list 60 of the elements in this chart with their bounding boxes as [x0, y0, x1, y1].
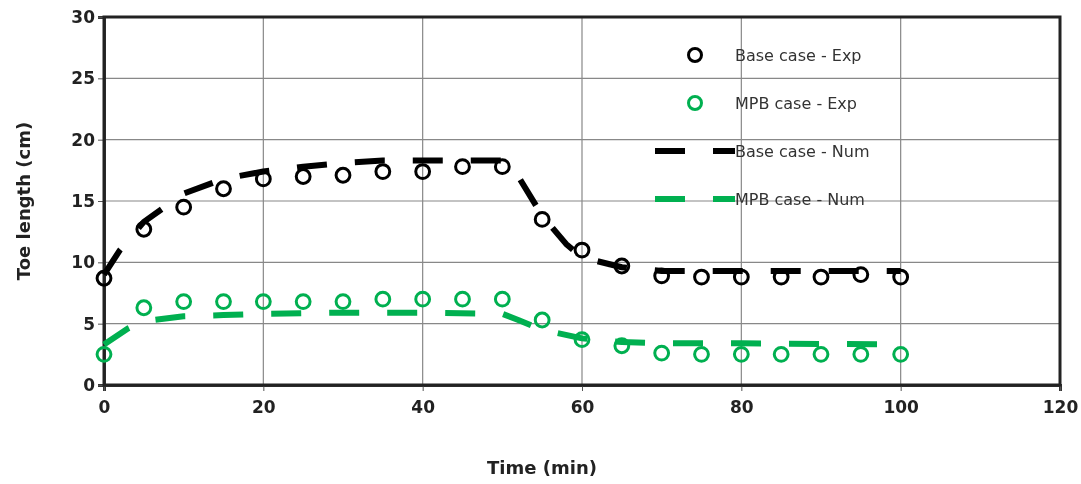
y-tick-label: 15: [71, 190, 95, 211]
point: [772, 345, 790, 363]
point: [653, 344, 671, 362]
point: [732, 345, 750, 363]
x-tick-label: 80: [730, 396, 754, 417]
x-tick-label: 40: [411, 396, 436, 417]
point: [892, 268, 910, 286]
point: [175, 293, 193, 310]
point: [892, 345, 910, 363]
point: [533, 311, 551, 329]
point: [693, 268, 710, 286]
x-axis-title: Time (min): [487, 457, 597, 478]
point: [732, 268, 750, 286]
point: [653, 267, 671, 285]
y-tick-label: 10: [71, 252, 96, 273]
y-tick-label: 0: [83, 374, 96, 395]
legend-label: Base case - Exp: [735, 46, 862, 65]
point: [215, 293, 232, 310]
point: [254, 293, 272, 310]
point: [493, 158, 511, 176]
point: [852, 345, 870, 363]
point: [334, 166, 352, 184]
point: [533, 211, 551, 228]
point: [135, 220, 153, 238]
point: [812, 268, 830, 286]
x-tick-label: 120: [1042, 396, 1079, 417]
point: [294, 168, 312, 185]
point: [414, 290, 432, 308]
y-tick-label: 30: [71, 6, 96, 27]
point: [573, 331, 591, 349]
point: [414, 163, 432, 180]
point: [334, 293, 352, 310]
point: [454, 158, 471, 176]
point: [135, 299, 153, 317]
point: [812, 345, 830, 363]
point: [693, 345, 710, 363]
x-tick-label: 60: [570, 396, 595, 417]
legend-label: Base case - Num: [735, 142, 870, 161]
point: [454, 290, 471, 308]
x-tick-label: 100: [883, 396, 920, 417]
x-tick-label: 0: [98, 396, 111, 417]
point: [493, 290, 511, 308]
point: [852, 266, 870, 283]
point: [95, 269, 113, 287]
point: [613, 337, 631, 355]
point: [613, 257, 631, 275]
y-axis-title: Toe length (cm): [13, 121, 34, 281]
point: [175, 198, 193, 216]
point: [215, 180, 232, 198]
y-tick-label: 20: [71, 129, 96, 150]
y-tick-label: 25: [71, 68, 95, 89]
point: [573, 241, 591, 259]
y-tick-label: 5: [83, 313, 95, 334]
legend-label: MPB case - Exp: [735, 94, 857, 113]
x-tick-label: 20: [252, 396, 276, 417]
legend-label: MPB case - Num: [735, 190, 865, 209]
point: [294, 293, 312, 310]
point: [374, 163, 392, 180]
point: [374, 290, 392, 308]
point: [95, 345, 113, 363]
